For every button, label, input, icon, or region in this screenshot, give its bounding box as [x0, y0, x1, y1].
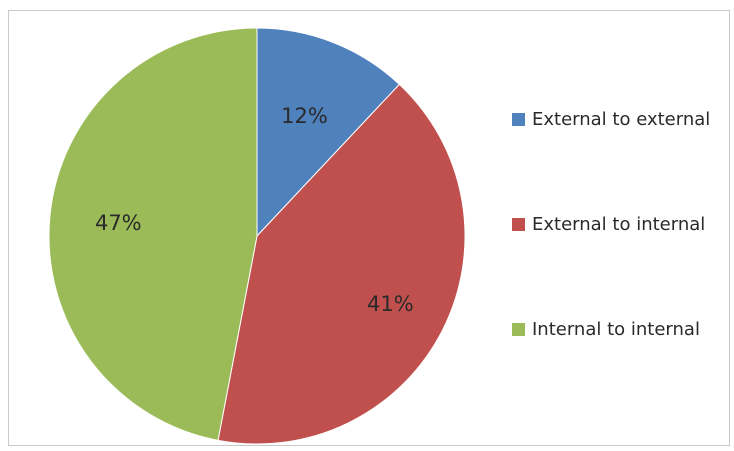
- legend-label-external-to-external: External to external: [532, 109, 711, 130]
- legend-swatch-external-to-internal: [512, 218, 525, 231]
- legend-label-internal-to-internal: Internal to internal: [532, 319, 700, 340]
- legend-item-external-to-external: External to external: [512, 109, 710, 130]
- data-label-external-to-external: 12%: [281, 104, 328, 128]
- pie-slice-internal-to-internal: [48, 27, 258, 441]
- legend-item-internal-to-internal: Internal to internal: [512, 319, 700, 340]
- pie-slice-external-to-external: [256, 27, 401, 238]
- legend-item-external-to-internal: External to internal: [512, 214, 705, 235]
- data-label-external-to-internal: 41%: [367, 292, 414, 316]
- legend-label-external-to-internal: External to internal: [532, 214, 706, 235]
- legend-swatch-internal-to-internal: [512, 323, 525, 336]
- legend-swatch-external-to-external: [512, 113, 525, 126]
- data-label-internal-to-internal: 47%: [95, 211, 142, 235]
- chart-legend: External to external External to interna…: [500, 0, 730, 446]
- pie-slice-external-to-internal: [217, 83, 466, 445]
